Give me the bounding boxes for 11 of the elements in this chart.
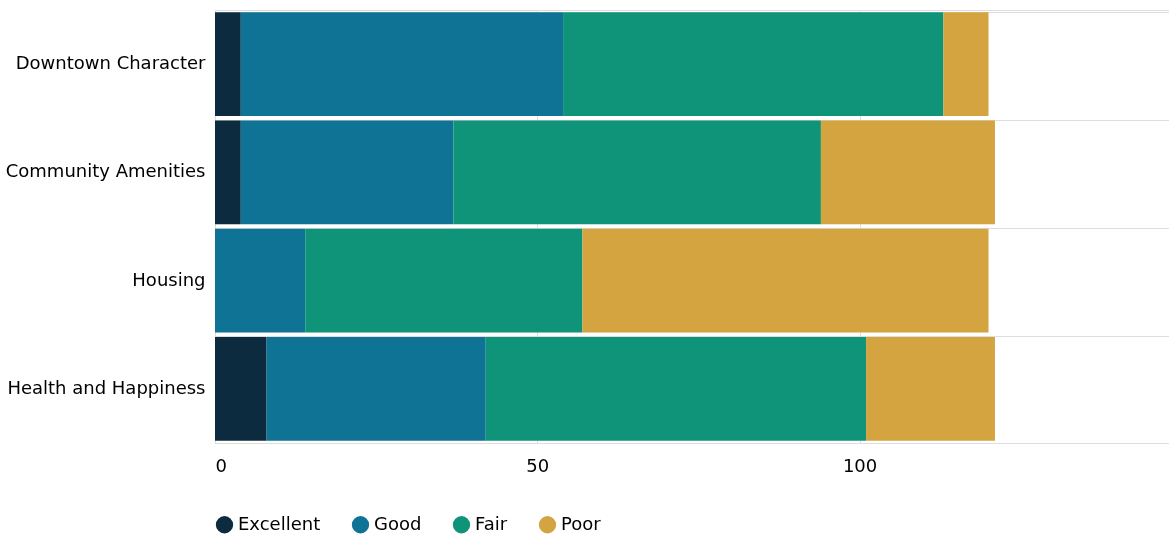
y-tick-label: Downtown Character: [15, 52, 207, 74]
legend-label: Excellent: [238, 512, 321, 534]
legend-label: Poor: [561, 512, 602, 534]
y-tick-label: Housing: [132, 268, 206, 290]
legend-label: Good: [374, 512, 422, 534]
x-tick-label: 50: [526, 454, 550, 476]
y-tick-label: Health and Happiness: [7, 376, 206, 398]
x-tick-label: 100: [842, 454, 878, 476]
legend-label: Fair: [475, 512, 508, 534]
x-tick-label: 0: [215, 454, 227, 476]
y-tick-label: Community Amenities: [5, 160, 206, 182]
